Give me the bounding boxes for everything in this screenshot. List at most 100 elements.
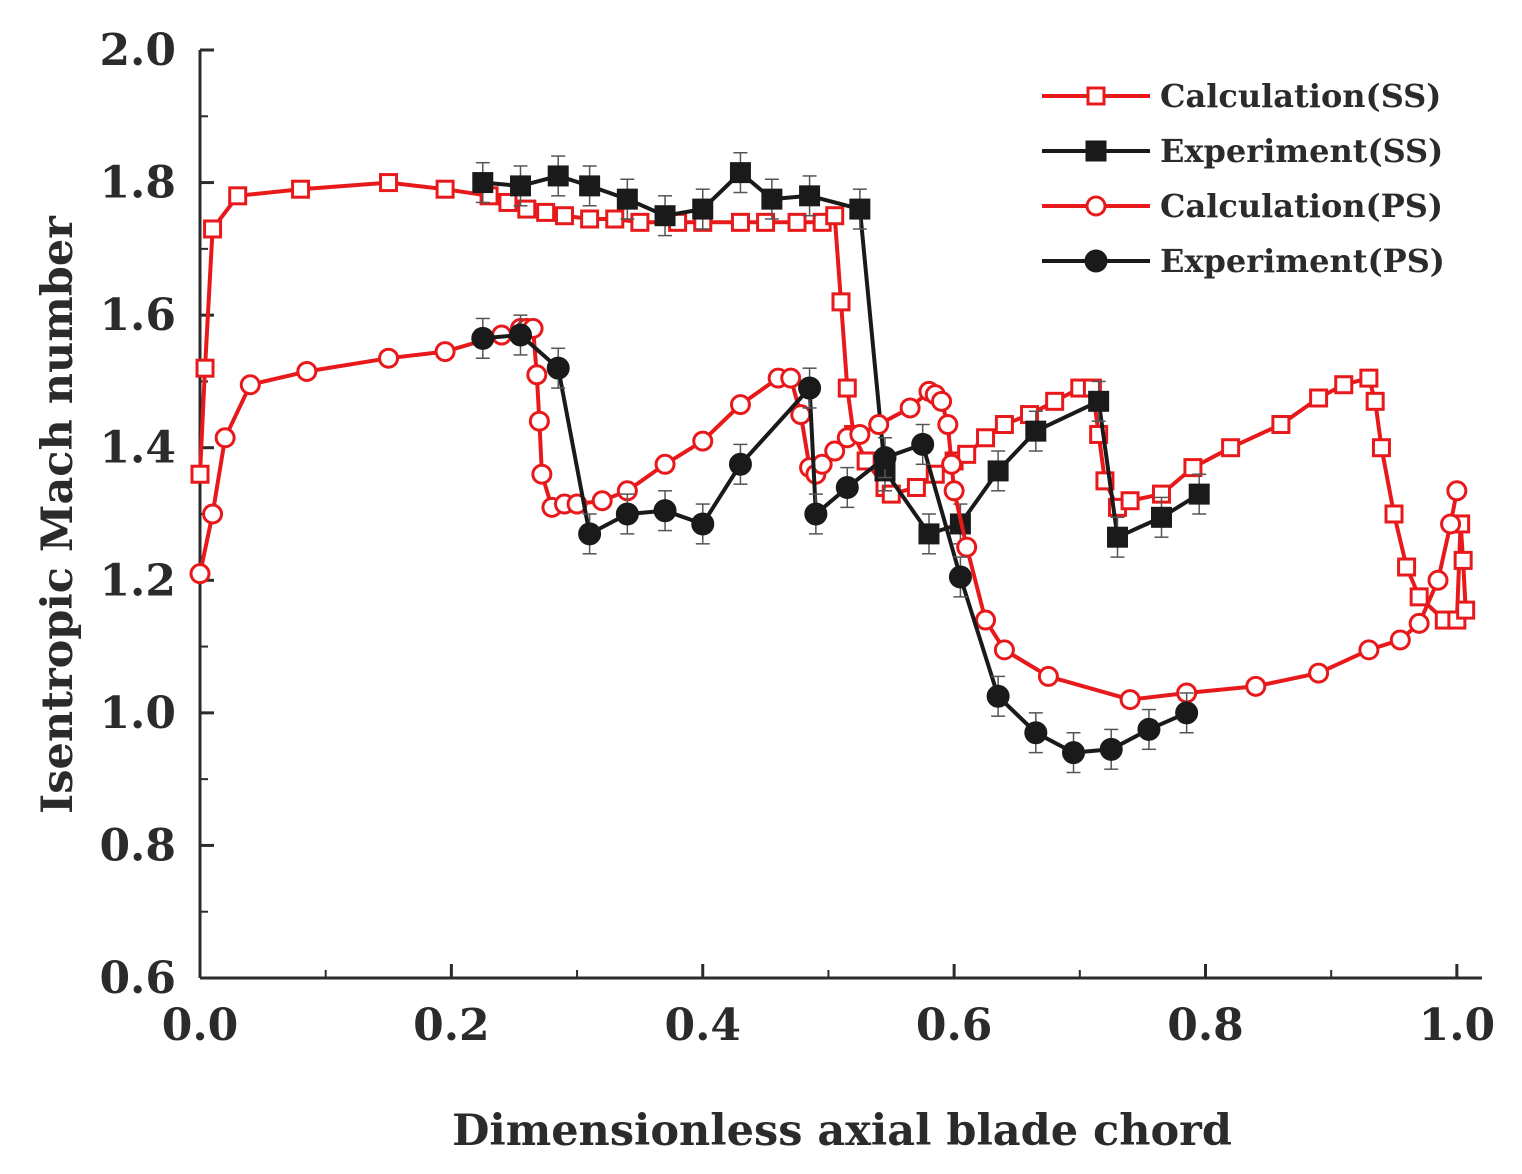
data-point [993,639,1015,661]
x-tick-label: 0.8 [1167,1000,1244,1051]
data-point [654,453,676,475]
data-point [378,347,400,369]
data-point [531,463,553,485]
data-point [994,415,1014,435]
y-tick-label: 1.4 [99,423,176,474]
data-point [435,179,455,199]
data-point [824,440,846,462]
legend-item: Experiment(SS) [1042,132,1443,170]
data-point [692,430,714,452]
data-point [1088,390,1110,412]
data-point [616,188,638,210]
data-point [526,364,548,386]
series-experiment-ss [472,151,1210,558]
data-point [1024,721,1048,745]
data-point [654,205,676,227]
data-point [547,165,569,187]
data-point [899,397,921,419]
data-point [835,475,859,499]
data-point [1453,550,1473,570]
data-point [911,432,935,456]
data-point [918,523,940,545]
data-point [729,394,751,416]
data-point [1358,639,1380,661]
data-point [578,522,602,546]
legend-swatch-marker [1084,249,1108,273]
data-point [554,206,574,226]
data-point [692,198,714,220]
data-point [798,376,822,400]
data-point [190,464,210,484]
data-point [849,198,871,220]
data-point [579,175,601,197]
data-point [729,162,751,184]
data-point [1384,504,1404,524]
data-point [1334,375,1354,395]
data-point [228,186,248,206]
data-point [1107,526,1129,548]
data-point [1365,391,1385,411]
data-point [956,536,978,558]
data-point [509,323,532,347]
legend-label: Experiment(PS) [1160,242,1445,280]
data-point [434,341,456,363]
data-point [1037,665,1059,687]
legend-label: Experiment(SS) [1160,132,1443,170]
data-point [761,188,783,210]
series-line [198,326,1459,702]
data-point [941,453,963,475]
data-point [1188,483,1210,505]
data-point [1137,717,1161,741]
data-point [546,356,570,380]
data-point [615,502,639,526]
x-tick-label: 1.0 [1419,1000,1496,1051]
x-tick-label: 0.0 [162,1000,239,1051]
data-point [1119,689,1141,711]
data-point [931,390,953,412]
data-point [1359,368,1379,388]
data-point [1446,480,1468,502]
data-point [239,374,261,396]
legend-item: Calculation(PS) [1042,187,1443,225]
data-point [1099,737,1123,761]
data-point [1409,587,1429,607]
data-point [937,414,959,436]
data-point [1427,569,1449,591]
data-point [831,292,851,312]
x-tick-label: 0.2 [413,1000,490,1051]
data-point [1045,391,1065,411]
data-point [1308,662,1330,684]
data-point [1397,557,1417,577]
data-point [510,175,531,197]
data-point [868,414,890,436]
legend-label: Calculation(SS) [1160,77,1441,115]
data-point [987,460,1009,482]
data-point [780,367,802,389]
data-point [591,490,613,512]
data-point [1221,438,1241,458]
data-point [804,502,828,526]
data-point [498,192,518,212]
data-point [291,179,311,199]
data-point [472,172,494,194]
data-point [1151,506,1172,528]
data-point [580,209,600,229]
axes: 0.6 0.8 1.0 1.2 1.4 1.6 1.8 2.0 0.0 0.2 0.4 0.6 0.8 1… [99,25,1495,1051]
y-tick-label: 1.8 [99,158,176,209]
data-point [195,358,215,378]
data-point [296,360,318,382]
series-calculation-ps [189,317,1468,711]
data-point [787,212,807,232]
data-point [202,503,224,525]
data-point [1389,629,1411,651]
data-point [986,684,1010,708]
data-point [1025,420,1047,442]
data-point [1271,415,1291,435]
data-point [1440,513,1462,535]
data-point [1120,491,1140,511]
data-point [849,423,871,445]
data-point [948,565,972,589]
legend-item: Experiment(PS) [1042,242,1445,280]
data-point [379,173,399,193]
